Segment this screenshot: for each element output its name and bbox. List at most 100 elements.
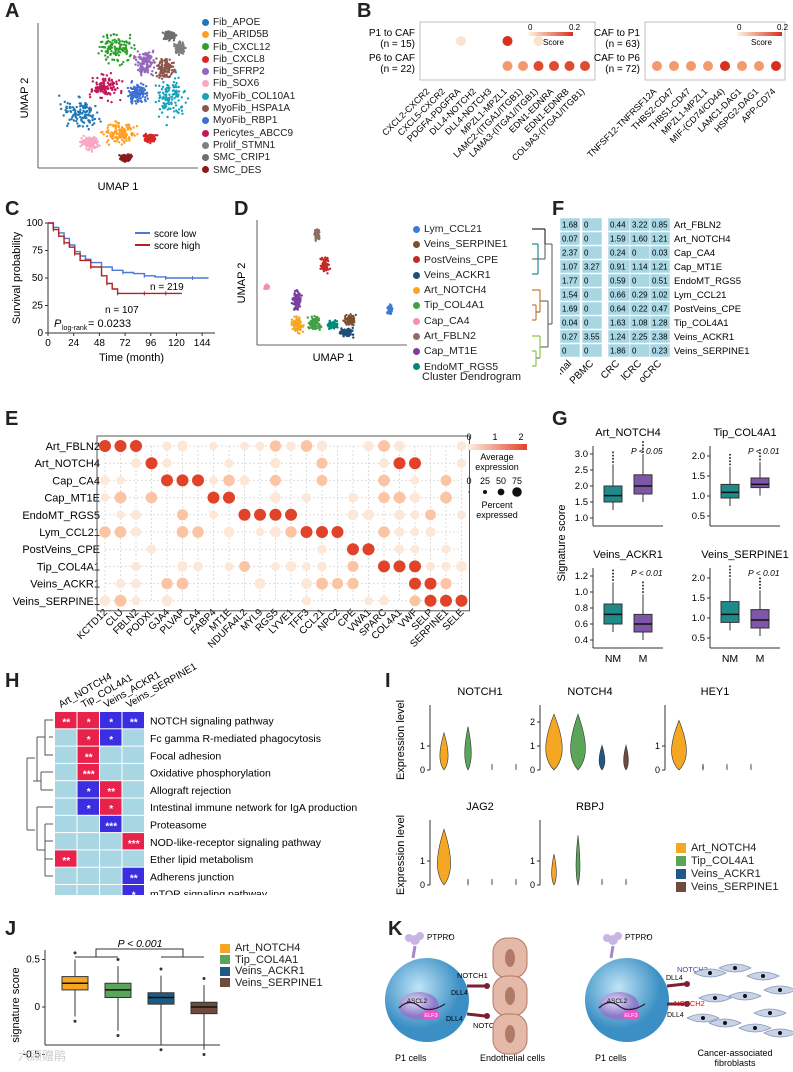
f-cell-value: 0.51 <box>652 277 668 286</box>
i-violin <box>571 714 586 770</box>
j-outlier <box>74 1020 77 1023</box>
umap-a-point <box>110 50 112 52</box>
umap-a-point <box>69 106 71 108</box>
umap-a-point <box>136 87 138 89</box>
elf3-label: ELF3 <box>424 1013 437 1019</box>
umap-a-point <box>95 142 97 144</box>
umap-a-point <box>126 124 128 126</box>
umap-a-point <box>107 62 109 64</box>
umap-a-point <box>167 87 169 89</box>
f-cell-value: 0 <box>584 319 589 328</box>
e-dot <box>411 545 420 554</box>
legend-dot <box>202 80 209 87</box>
umap-a-point <box>133 44 135 46</box>
umap-a-point <box>114 46 116 48</box>
e-dot <box>192 526 204 538</box>
legend-label: Art_NOTCH4 <box>691 842 756 854</box>
e-dot <box>457 510 466 519</box>
umap-a-legend-item: Fib_CXCL12 <box>202 42 295 54</box>
f-cell-value: 0 <box>632 249 637 258</box>
e-dot <box>239 475 249 485</box>
e-dot <box>146 492 158 504</box>
g-box <box>604 486 622 502</box>
f-cell-value: 0 <box>632 277 637 286</box>
legend-dot <box>202 19 209 26</box>
f-cell-value: 1.28 <box>652 319 668 328</box>
i-legend-item: Art_NOTCH4 <box>676 842 778 855</box>
umap-a-point <box>160 71 162 73</box>
e-dot <box>239 509 251 521</box>
umap-a-point <box>172 65 174 67</box>
umap-a-point <box>120 90 122 92</box>
umap-d-point <box>298 292 300 294</box>
i-tick-label: 0 <box>530 880 535 890</box>
legend-dot <box>413 318 420 325</box>
e-dot <box>223 492 235 504</box>
umap-a-point <box>125 139 127 141</box>
umap-a-point <box>161 66 163 68</box>
legend-dot <box>413 287 420 294</box>
j-pvalue: P < 0.001 <box>118 938 163 950</box>
h-cell <box>123 850 145 866</box>
umap-a-point <box>131 100 133 102</box>
g-title: Tip_COL4A1 <box>713 427 776 439</box>
b-row-caf-p6: CAF to P6 <box>594 53 641 64</box>
umap-a-point <box>181 41 183 43</box>
f-cell-value: 0 <box>632 347 637 356</box>
e-dot <box>209 442 218 451</box>
umap-a-point <box>106 37 108 39</box>
umap-a-point <box>75 116 77 118</box>
legend-label: MyoFib_RBP1 <box>213 115 277 126</box>
e-dot <box>240 442 249 451</box>
umap-a-point <box>79 110 81 112</box>
e-dot <box>193 562 203 572</box>
umap-a-point <box>145 66 147 68</box>
umap-a-point <box>69 110 71 112</box>
dll4-label-3: DLL4 <box>666 975 683 982</box>
legend-label: Veins_SERPINE1 <box>424 238 507 250</box>
h-cell <box>123 816 145 832</box>
umap-a-point <box>102 74 104 76</box>
h-row-label: Proteasome <box>150 819 207 831</box>
umap-d-point <box>294 330 296 332</box>
umap-d-point <box>292 328 294 330</box>
umap-d-point <box>349 329 351 331</box>
umap-a-point <box>97 52 99 54</box>
umap-a-point <box>84 107 86 109</box>
i-ylabel: Expression level <box>395 700 407 780</box>
h-cell <box>100 885 122 895</box>
e-dot <box>131 458 141 468</box>
h-row-label: Oxidative phosphorylation <box>150 768 271 780</box>
e-dot <box>411 528 420 537</box>
umap-a-point <box>89 96 91 98</box>
umap-a-point <box>107 129 109 131</box>
umap-d-point <box>298 322 300 324</box>
umap-a-point <box>142 87 144 89</box>
h-row-label: Ether lipid metabolism <box>150 854 254 866</box>
e-dot <box>100 596 111 607</box>
umap-a-point <box>158 73 160 75</box>
umap-a-point <box>174 84 176 86</box>
umap-a-point <box>115 41 117 43</box>
e-dot <box>131 579 140 588</box>
e-dot <box>410 492 420 502</box>
dendrogram-label: Cluster Dendrogram <box>422 371 521 383</box>
umap-d-point <box>347 318 349 320</box>
h-row-label: Adherens junction <box>150 871 234 883</box>
e-dot <box>302 562 311 571</box>
f-cell-value: 2.38 <box>652 333 668 342</box>
umap-a-point <box>86 125 88 127</box>
k-p1-caption-left: P1 cells <box>395 1053 427 1063</box>
umap-a-clusters <box>58 30 189 163</box>
i-gene-title: NOTCH4 <box>567 686 612 698</box>
f-row-label: Cap_MT1E <box>674 262 722 273</box>
legend-label: SMC_CRIP1 <box>213 152 270 163</box>
umap-a-point <box>112 39 114 41</box>
umap-a-point <box>115 127 117 129</box>
umap-a-point <box>86 137 88 139</box>
umap-a-point <box>86 141 88 143</box>
umap-a-point <box>139 53 141 55</box>
umap-a-point <box>108 77 110 79</box>
umap-a-point <box>101 50 103 52</box>
j-bracket <box>75 949 204 957</box>
